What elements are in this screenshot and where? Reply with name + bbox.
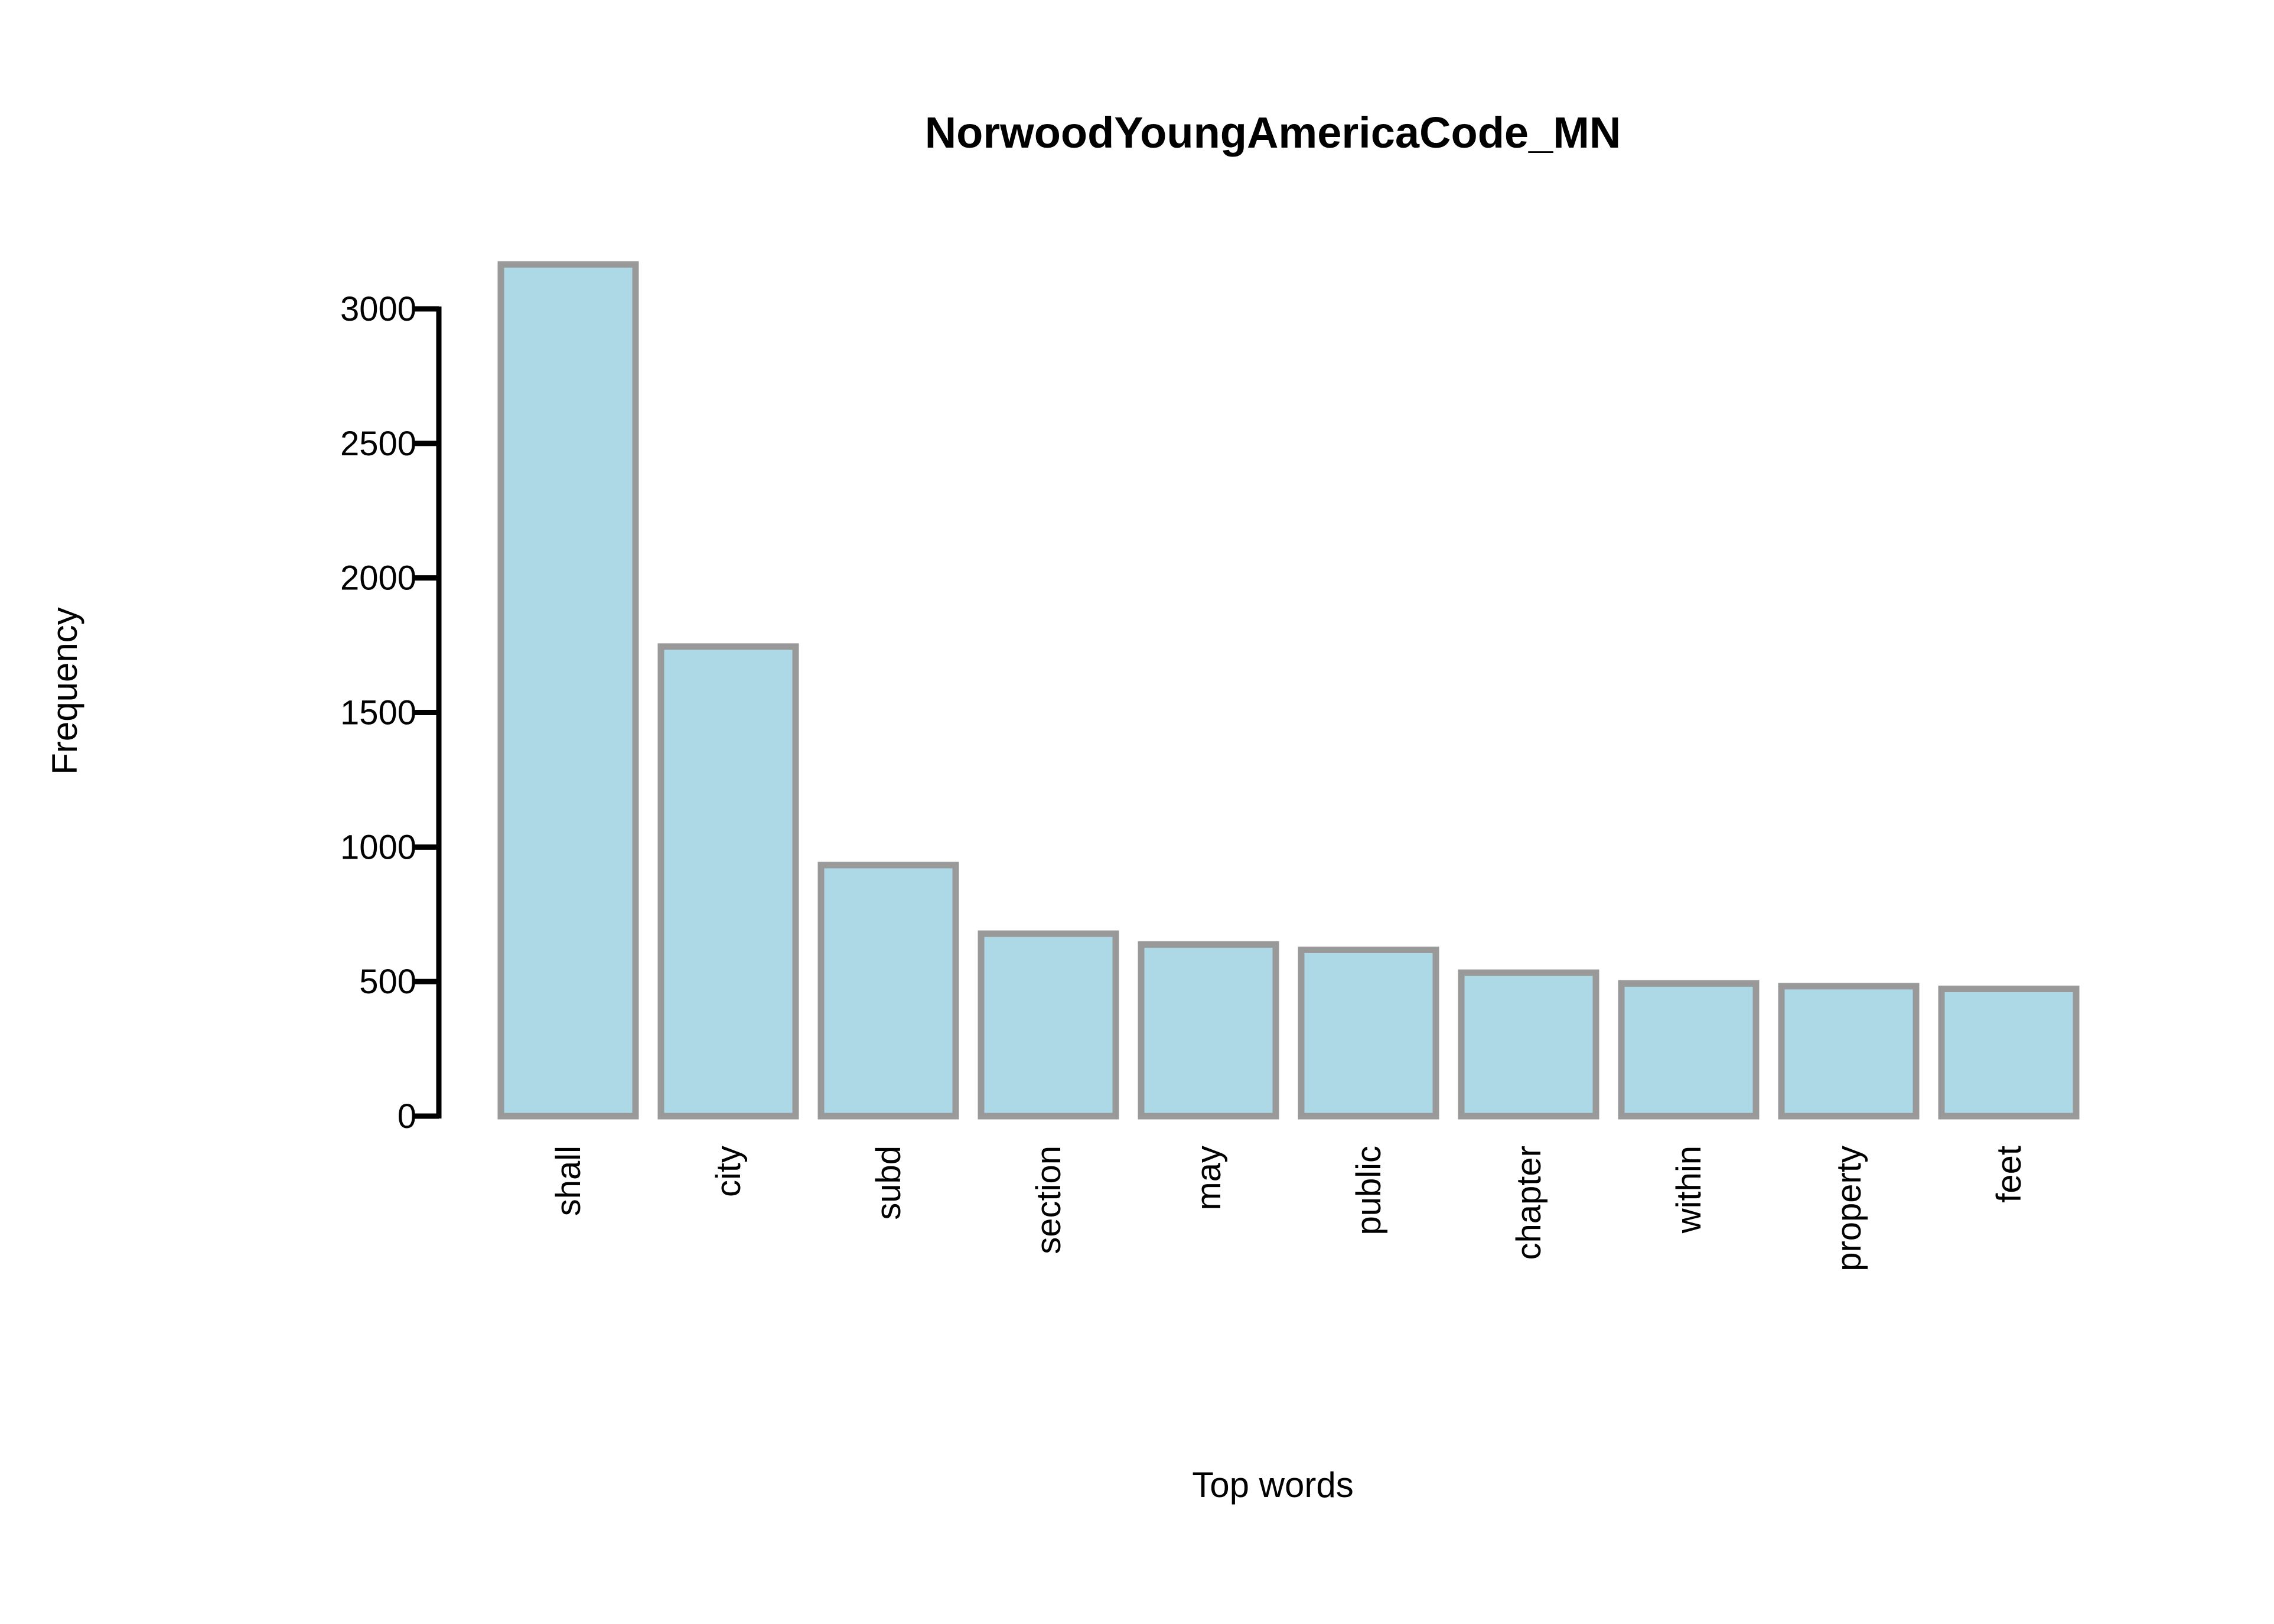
bar-within (1618, 980, 1760, 1120)
bar-feet (1938, 985, 2080, 1120)
y-tick-label-2500: 2500 (340, 425, 416, 463)
bar-subd (817, 862, 959, 1120)
bar-may (1138, 941, 1279, 1120)
x-tick-label-shall: shall (549, 1146, 588, 1216)
x-tick-label-city: city (709, 1146, 748, 1197)
x-tick-labels: shall city subd section may public chapter with… (549, 1146, 2028, 1271)
chart-title: NorwoodYoungAmericaCode_MN (925, 108, 1621, 157)
bar-public (1298, 946, 1439, 1120)
x-tick-label-subd: subd (869, 1146, 908, 1220)
y-tick-label-500: 500 (359, 963, 416, 1001)
y-tick-label-1000: 1000 (340, 828, 416, 866)
bars-group (497, 261, 2080, 1120)
y-axis-label: Frequency (45, 607, 84, 774)
y-tick-label-2000: 2000 (340, 559, 416, 598)
y-axis: 0 500 1000 1500 2000 2500 3000 (340, 290, 442, 1136)
bar-property (1778, 983, 1920, 1120)
x-tick-label-property: property (1830, 1146, 1868, 1271)
x-tick-label-may: may (1190, 1146, 1228, 1211)
bar-section (978, 930, 1119, 1120)
bar-chapter (1458, 969, 1599, 1120)
bar-city (657, 643, 799, 1120)
x-tick-label-chapter: chapter (1510, 1146, 1548, 1260)
y-tick-label-3000: 3000 (340, 290, 416, 328)
x-tick-label-public: public (1350, 1146, 1388, 1235)
x-tick-label-feet: feet (1990, 1146, 2028, 1203)
y-tick-label-1500: 1500 (340, 694, 416, 732)
y-tick-label-0: 0 (398, 1097, 416, 1136)
x-axis-label: Top words (1192, 1465, 1353, 1505)
x-tick-label-section: section (1030, 1146, 1068, 1254)
x-tick-label-within: within (1670, 1146, 1708, 1234)
bar-shall (497, 261, 639, 1120)
